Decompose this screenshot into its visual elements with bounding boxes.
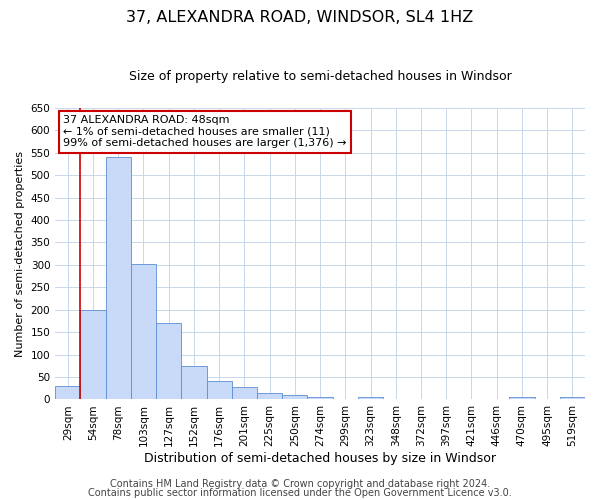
Bar (156, 323, 181, 400)
Title: Size of property relative to semi-detached houses in Windsor: Size of property relative to semi-detach… (129, 70, 511, 83)
Text: 37 ALEXANDRA ROAD: 48sqm
← 1% of semi-detached houses are smaller (11)
99% of se: 37 ALEXANDRA ROAD: 48sqm ← 1% of semi-de… (63, 115, 347, 148)
Bar (282, 395, 307, 400)
Bar (106, 157, 131, 400)
Bar (80, 310, 106, 400)
Bar (257, 392, 282, 400)
X-axis label: Distribution of semi-detached houses by size in Windsor: Distribution of semi-detached houses by … (144, 452, 496, 465)
Text: Contains public sector information licensed under the Open Government Licence v3: Contains public sector information licen… (88, 488, 512, 498)
Bar (206, 380, 232, 400)
Bar (358, 397, 383, 400)
Bar (560, 397, 585, 400)
Bar (181, 366, 206, 400)
Bar (307, 397, 332, 400)
Text: Contains HM Land Registry data © Crown copyright and database right 2024.: Contains HM Land Registry data © Crown c… (110, 479, 490, 489)
Bar (232, 387, 257, 400)
Y-axis label: Number of semi-detached properties: Number of semi-detached properties (15, 150, 25, 356)
Bar (131, 264, 156, 400)
Text: 37, ALEXANDRA ROAD, WINDSOR, SL4 1HZ: 37, ALEXANDRA ROAD, WINDSOR, SL4 1HZ (127, 10, 473, 25)
Bar (55, 386, 80, 400)
Bar (509, 397, 535, 400)
